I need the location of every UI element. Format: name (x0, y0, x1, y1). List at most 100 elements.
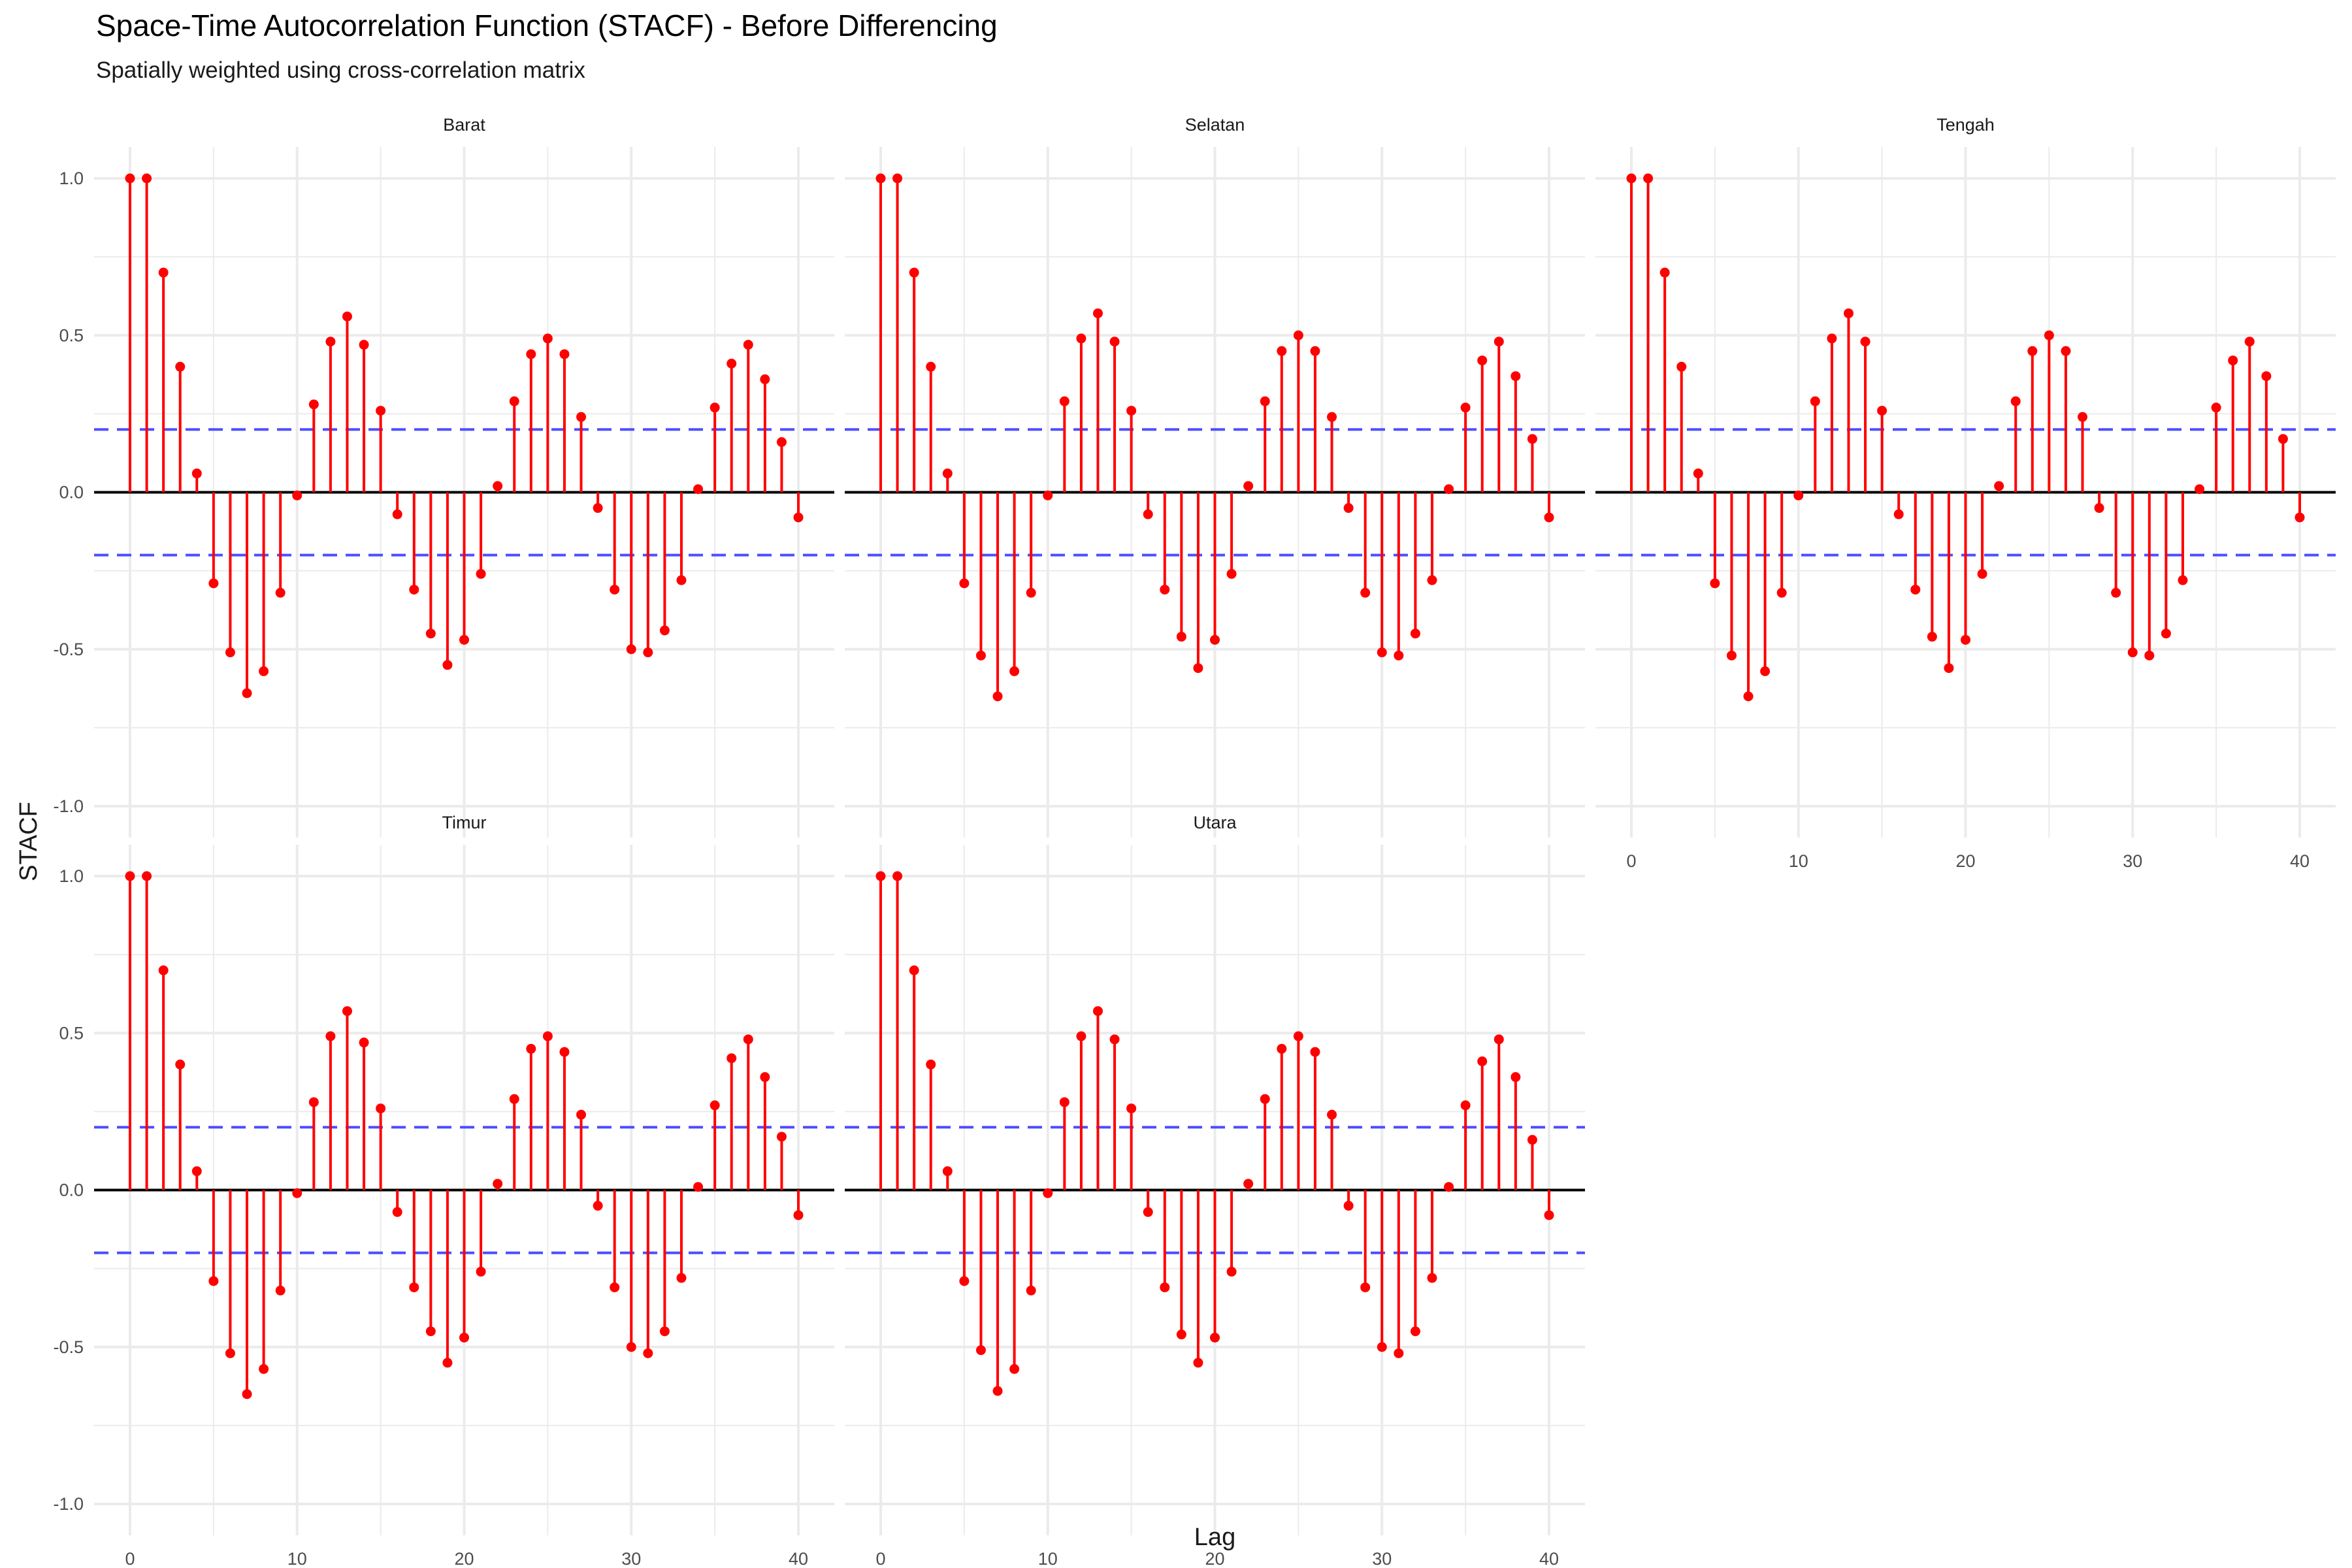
y-tick-label: -0.5 (53, 1337, 84, 1357)
stem-point (1527, 1135, 1537, 1145)
stem-point (926, 361, 936, 372)
stem-point (959, 1276, 970, 1286)
stem-point (275, 587, 286, 598)
stem-point (409, 584, 419, 595)
stem-point (1026, 587, 1036, 598)
stem-point (376, 1103, 386, 1114)
stem-point (676, 575, 687, 585)
stem-point (1343, 1201, 1354, 1211)
stem-point (242, 688, 252, 698)
stem-point (325, 336, 336, 347)
stem-point (242, 1389, 252, 1399)
stem-point (1293, 330, 1303, 340)
stem-point (793, 1210, 804, 1220)
stem-point (359, 340, 369, 350)
facet-label: Selatan (1185, 115, 1245, 135)
stem-point (1360, 587, 1371, 598)
stem-point (942, 1166, 953, 1177)
chart-subtitle: Spatially weighted using cross-correlati… (96, 57, 585, 83)
stem-point (125, 871, 135, 881)
stem-point (559, 1047, 570, 1057)
stem-point (776, 437, 787, 448)
stem-point (1743, 691, 1754, 702)
stem-point (1910, 584, 1921, 595)
x-tick-label: 30 (1372, 1549, 1392, 1568)
stem-point (576, 412, 587, 422)
stem-point (1009, 1364, 1020, 1374)
y-tick-label: -0.5 (53, 640, 84, 659)
stem-point (275, 1285, 286, 1296)
stem-point (191, 1166, 202, 1177)
stem-point (1277, 1043, 1287, 1054)
stem-point (1043, 490, 1053, 500)
stem-point (593, 503, 603, 514)
stem-point (643, 647, 653, 658)
stem-point (760, 374, 770, 385)
stem-point (1243, 1179, 1254, 1189)
stem-point (493, 1179, 503, 1189)
stem-point (559, 349, 570, 359)
stem-point (1477, 1056, 1488, 1066)
stem-point (1009, 666, 1020, 676)
stem-point (1427, 575, 1437, 585)
stem-point (875, 871, 886, 881)
stem-point (225, 647, 235, 658)
stem-point (2211, 402, 2221, 413)
stem-point (1193, 1358, 1203, 1368)
stem-point (1343, 503, 1354, 514)
facet-panel-tengah: Tengah 0 10 20 30 40 (1595, 115, 2336, 871)
stem-point (793, 512, 804, 523)
stem-point (1626, 173, 1637, 184)
stem-point (1377, 1342, 1387, 1352)
stem-point (1877, 406, 1887, 416)
stem-point (926, 1059, 936, 1070)
stem-point (1494, 336, 1504, 347)
stem-point (1893, 509, 1904, 519)
stem-point (1994, 481, 2004, 491)
stem-point (693, 1182, 704, 1192)
stem-point (1327, 412, 1337, 422)
stem-point (1860, 336, 1870, 347)
stem-point (392, 1207, 402, 1217)
stem-point (1410, 1326, 1420, 1337)
stem-point (476, 568, 486, 579)
stem-point (493, 481, 503, 491)
stem-point (1776, 587, 1787, 598)
x-tick-label: 0 (125, 1549, 135, 1568)
facet-label: Tengah (1936, 115, 1995, 135)
stem-point (476, 1266, 486, 1277)
y-tick-label: 1.0 (59, 866, 84, 886)
stem-point (392, 509, 402, 519)
stem-point (259, 1364, 269, 1374)
stem-point (1444, 484, 1454, 495)
stem-point (1394, 1348, 1404, 1358)
stem-point (208, 1276, 219, 1286)
stem-point (2278, 434, 2288, 444)
stem-point (1760, 666, 1771, 676)
stem-point (142, 871, 152, 881)
stem-point (1176, 632, 1186, 642)
stem-point (1143, 1207, 1153, 1217)
stem-point (2244, 336, 2255, 347)
stem-point (1310, 1047, 1320, 1057)
stem-point (1076, 1031, 1086, 1041)
facet-panel-selatan: Selatan (845, 115, 1585, 838)
stem-point (1277, 346, 1287, 356)
stem-point (1643, 173, 1654, 184)
stem-point (1092, 1006, 1103, 1017)
stem-point (542, 333, 553, 344)
stem-point (1160, 584, 1170, 595)
stem-point (425, 629, 436, 639)
y-tick-label: 0.0 (59, 1181, 84, 1200)
stem-point (1793, 490, 1804, 500)
stem-point (1293, 1031, 1303, 1041)
facet-panel-barat: Barat 1.0 0.5 0.0 -0.5 -1.0 (53, 115, 834, 838)
stem-point (175, 361, 186, 372)
stem-point (626, 1342, 636, 1352)
stem-point (610, 584, 620, 595)
x-tick-label: 20 (454, 1549, 474, 1568)
stem-point (158, 965, 169, 975)
stem-point (975, 650, 986, 661)
x-tick-label: 20 (1955, 851, 1975, 871)
stem-point (526, 1043, 536, 1054)
